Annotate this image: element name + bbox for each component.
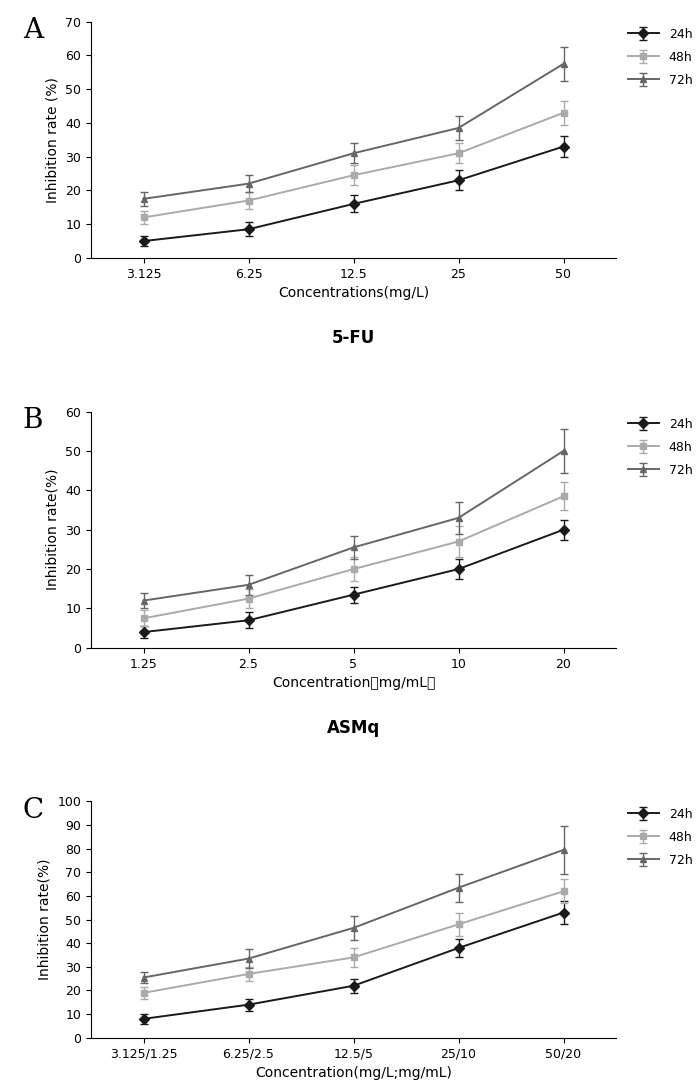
Text: B: B [22,406,43,433]
X-axis label: Concentration（mg/mL）: Concentration（mg/mL） [272,676,435,690]
Legend: 24h, 48h, 72h: 24h, 48h, 72h [627,808,692,867]
X-axis label: Concentrations(mg/L): Concentrations(mg/L) [278,286,429,301]
Legend: 24h, 48h, 72h: 24h, 48h, 72h [627,417,692,477]
Legend: 24h, 48h, 72h: 24h, 48h, 72h [627,28,692,86]
Text: ASMq: ASMq [327,719,380,737]
Text: 5-FU: 5-FU [332,329,375,347]
Text: A: A [22,17,43,44]
Text: C: C [22,797,44,824]
X-axis label: Concentration(mg/L;mg/mL): Concentration(mg/L;mg/mL) [255,1066,452,1080]
Y-axis label: Inhibition rate (%): Inhibition rate (%) [46,77,60,203]
Y-axis label: Inhibition rate(%): Inhibition rate(%) [38,858,52,980]
Y-axis label: Inhibition rate(%): Inhibition rate(%) [46,469,60,590]
